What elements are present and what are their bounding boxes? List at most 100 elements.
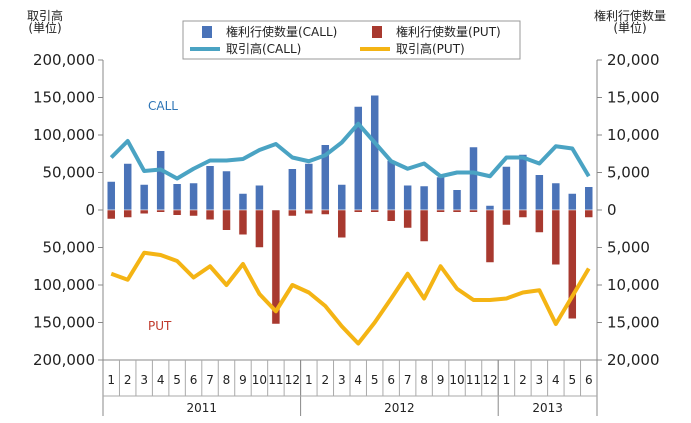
- bar: [123, 163, 132, 211]
- legend-label: 権利行使数量(CALL): [226, 24, 337, 39]
- bar: [321, 209, 330, 215]
- y2-tick-label: 15,000: [607, 314, 660, 332]
- bar: [469, 146, 478, 211]
- y2-tick-label: 10,000: [607, 276, 660, 294]
- y-tick-label: 100,000: [33, 276, 95, 294]
- y-tick-label: 0: [85, 201, 95, 219]
- bar: [485, 205, 495, 211]
- bar: [584, 209, 594, 218]
- x-tick-label: 2: [321, 373, 329, 387]
- y-tick-label: 150,000: [33, 314, 95, 332]
- legend-swatch: [202, 26, 212, 38]
- y-axis-title: (単位): [28, 20, 61, 35]
- x-tick-label: 4: [157, 373, 165, 387]
- x-tick-label: 4: [552, 373, 560, 387]
- x-tick-label: 5: [371, 373, 379, 387]
- y-axis-title: 取引高: [27, 8, 63, 23]
- bar: [288, 168, 297, 211]
- y2-tick-label: 20,000: [607, 351, 660, 369]
- x-tick-label: 5: [568, 373, 576, 387]
- bar: [518, 209, 528, 218]
- y2-axis-title: 権利行使数量: [594, 8, 666, 23]
- y2-tick-label: 15,000: [607, 89, 660, 107]
- x-tick-label: 4: [354, 373, 362, 387]
- bar: [584, 186, 594, 211]
- bar: [436, 209, 445, 213]
- bar: [551, 182, 561, 211]
- bar: [419, 209, 429, 242]
- x-tick-label: 8: [420, 373, 428, 387]
- y2-tick-label: 0: [607, 201, 617, 219]
- x-tick-label: 11: [466, 373, 481, 387]
- year-label: 2013: [532, 401, 563, 415]
- y-tick-label: 50,000: [43, 239, 96, 257]
- x-tick-label: 10: [449, 373, 464, 387]
- y-tick-label: 100,000: [33, 126, 95, 144]
- bar: [123, 209, 132, 218]
- year-label: 2012: [384, 401, 415, 415]
- y-tick-label: 50,000: [43, 164, 96, 182]
- y2-axis-title: (単位): [613, 20, 646, 35]
- legend-label: 取引高(PUT): [396, 41, 465, 56]
- bar: [403, 185, 412, 211]
- bar: [551, 209, 561, 265]
- x-tick-label: 5: [173, 373, 181, 387]
- x-tick-label: 7: [404, 373, 412, 387]
- y-tick-label: 200,000: [33, 351, 95, 369]
- x-tick-label: 1: [503, 373, 511, 387]
- legend-swatch: [372, 26, 382, 38]
- bar: [205, 165, 215, 211]
- bar: [139, 184, 149, 211]
- bar: [172, 183, 182, 211]
- bar: [238, 193, 248, 211]
- bar: [502, 166, 511, 211]
- bar: [238, 209, 248, 235]
- x-tick-label: 10: [252, 373, 267, 387]
- x-tick-label: 1: [107, 373, 115, 387]
- y2-tick-label: 5,000: [607, 164, 650, 182]
- bar: [106, 181, 116, 211]
- x-tick-label: 6: [585, 373, 593, 387]
- y2-tick-label: 5,000: [607, 239, 650, 257]
- x-tick-label: 9: [437, 373, 445, 387]
- x-tick-label: 12: [285, 373, 300, 387]
- x-tick-label: 3: [338, 373, 346, 387]
- bar: [386, 160, 396, 211]
- bar: [337, 184, 347, 211]
- x-tick-label: 2: [519, 373, 527, 387]
- bar: [568, 209, 577, 319]
- year-label: 2011: [187, 401, 218, 415]
- bar: [485, 209, 495, 263]
- x-tick-label: 7: [206, 373, 214, 387]
- x-tick-label: 1: [305, 373, 313, 387]
- bar: [568, 193, 577, 211]
- bar: [469, 209, 478, 213]
- y-tick-label: 150,000: [33, 89, 95, 107]
- bar: [271, 209, 281, 325]
- bar: [419, 185, 429, 211]
- bar: [535, 209, 544, 233]
- x-tick-label: 8: [223, 373, 231, 387]
- bar: [222, 209, 231, 231]
- bar: [304, 209, 314, 214]
- y2-tick-label: 20,000: [607, 51, 660, 69]
- line: [110, 250, 591, 346]
- bar: [370, 95, 379, 211]
- bar: [139, 209, 149, 214]
- bar: [156, 150, 165, 211]
- bar: [337, 209, 347, 238]
- bar: [386, 209, 396, 222]
- y2-tick-label: 10,000: [607, 126, 660, 144]
- annotation: PUT: [148, 319, 172, 333]
- x-tick-label: 12: [482, 373, 497, 387]
- x-tick-label: 11: [268, 373, 283, 387]
- bar: [403, 209, 412, 229]
- bar: [222, 170, 231, 211]
- bar: [255, 185, 264, 211]
- bar: [205, 209, 215, 220]
- x-tick-label: 3: [140, 373, 148, 387]
- bar: [288, 209, 297, 217]
- bar: [106, 209, 116, 220]
- annotation: CALL: [148, 99, 178, 113]
